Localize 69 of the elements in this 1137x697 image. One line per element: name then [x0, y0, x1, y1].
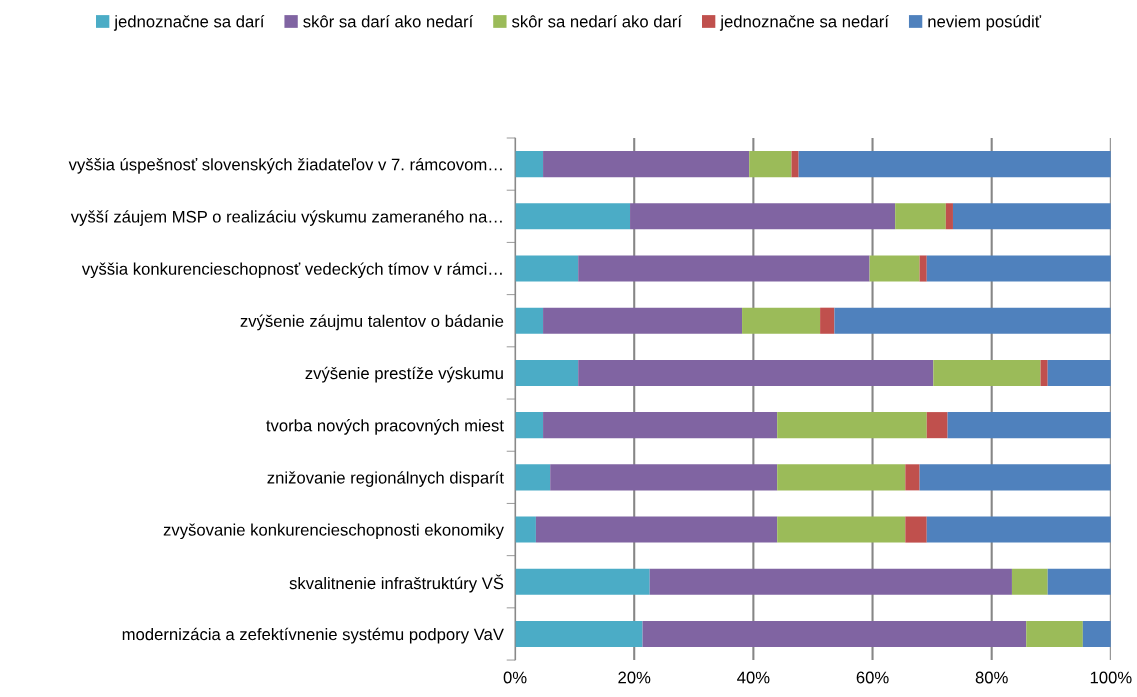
bar	[578, 359, 934, 386]
bar	[895, 203, 946, 230]
bar	[550, 464, 778, 491]
bar	[515, 359, 579, 386]
bar	[1047, 359, 1111, 386]
bar	[515, 412, 544, 439]
bar	[947, 412, 1111, 439]
bar	[535, 516, 778, 543]
bar	[933, 359, 1041, 386]
x-tick-label: 80%	[975, 671, 1008, 684]
x-tick-label: 0%	[503, 671, 527, 684]
bar	[642, 620, 1027, 648]
y-tick-label: vyššia úspešnosť slovenských žiadateľov v 7. rámcovom…	[68, 157, 502, 174]
bar	[543, 151, 750, 178]
bar	[515, 203, 631, 230]
y-tick-label: vyššia konkurencieschopnosť vedeckých tímov v rámci…	[81, 262, 502, 279]
y-tick-label: tvorba nových pracovných miest	[266, 419, 504, 435]
bar	[834, 307, 1111, 334]
x-tick-label: 60%	[856, 671, 889, 684]
bar	[905, 464, 920, 491]
bar	[1047, 568, 1111, 595]
bar	[578, 255, 870, 282]
bar	[945, 203, 953, 230]
bar	[791, 151, 799, 178]
bar	[952, 203, 1111, 230]
legend-label: skôr sa nedarí ako darí	[512, 15, 682, 28]
bar	[515, 151, 544, 178]
bar	[777, 412, 927, 439]
bar	[869, 255, 920, 282]
y-tick-label: zvyšovanie konkurencieschopnosti ekonomiky	[163, 523, 504, 540]
bar	[749, 151, 792, 178]
bar	[515, 307, 544, 334]
bar	[777, 516, 906, 543]
x-tick-label: 20%	[618, 671, 651, 684]
bar	[1026, 620, 1083, 648]
bar	[1040, 359, 1048, 386]
x-tick-label: 40%	[737, 671, 770, 684]
y-tick-label: znižovanie regionálnych disparít	[267, 471, 504, 487]
bar	[1011, 568, 1048, 595]
bar	[777, 464, 906, 491]
bar	[820, 307, 835, 334]
x-tick-label: 100%	[1090, 671, 1132, 684]
bar	[919, 255, 927, 282]
bar	[515, 464, 551, 491]
bar	[515, 620, 643, 648]
bar	[926, 255, 1111, 282]
bar	[926, 516, 1111, 543]
y-tick-label: zvýšenie prestíže výskumu	[305, 366, 503, 383]
y-tick-label: modernizácia a zefektívnenie systému podpory VaV	[122, 627, 504, 644]
y-tick-label: vyšší záujem MSP o realizáciu výskumu zameraného na…	[70, 210, 502, 226]
bar	[515, 516, 536, 543]
bar	[1082, 620, 1111, 648]
bar	[630, 203, 896, 230]
legend-label: jednoznačne sa darí	[113, 15, 265, 31]
y-tick-label: skvalitnenie infraštruktúry VŠ	[289, 574, 504, 593]
bar	[649, 568, 1012, 595]
bar	[798, 151, 1111, 178]
legend-label: neviem posúdiť	[928, 15, 1042, 31]
bar	[543, 307, 743, 334]
bar	[919, 464, 1111, 491]
bar	[515, 255, 579, 282]
bar	[742, 307, 821, 334]
bar	[543, 412, 778, 439]
legend-label: jednoznačne sa nedarí	[719, 15, 889, 31]
bar	[905, 516, 927, 543]
bar	[926, 412, 948, 439]
y-tick-label: zvýšenie záujmu talentov o bádanie	[240, 314, 504, 331]
legend-label: skôr sa darí ako nedarí	[303, 15, 474, 28]
bar	[515, 568, 650, 595]
